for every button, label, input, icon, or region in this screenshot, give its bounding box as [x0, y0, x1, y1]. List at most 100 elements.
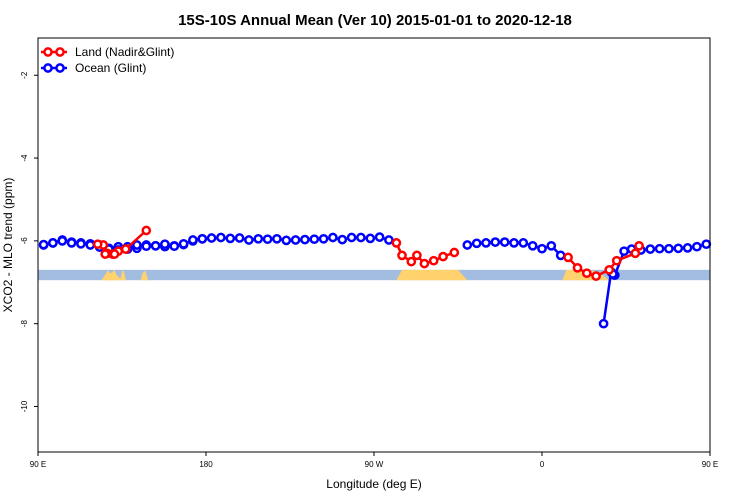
- data-point: [645, 244, 656, 254]
- data-point: [673, 243, 684, 254]
- data-point: [701, 239, 712, 250]
- data-point: [76, 238, 86, 249]
- data-point: [391, 238, 402, 248]
- data-point: [572, 262, 583, 273]
- data-point: [262, 234, 273, 245]
- data-point: [66, 238, 77, 248]
- data-point: [490, 237, 501, 247]
- data-point: [630, 248, 641, 259]
- data-point: [328, 232, 338, 243]
- data-point: [428, 255, 439, 266]
- data-point: [197, 233, 208, 244]
- data-point: [216, 232, 226, 243]
- data-point: [462, 240, 473, 250]
- land-mask-region: [140, 270, 149, 281]
- data-point: [611, 255, 622, 266]
- land-mask-region: [120, 270, 126, 281]
- data-point: [509, 238, 519, 248]
- data-point: [290, 235, 301, 245]
- data-point: [234, 233, 245, 243]
- data-point: [591, 271, 601, 281]
- data-point: [527, 240, 538, 251]
- chart-title: 15S-10S Annual Mean (Ver 10) 2015-01-01 …: [178, 12, 572, 29]
- data-point: [318, 233, 329, 244]
- data-point: [169, 241, 180, 252]
- legend: Land (Nadir&Glint) Ocean (Glint): [41, 45, 174, 75]
- y-tick-label: -8: [20, 320, 29, 328]
- series-land: [92, 225, 644, 281]
- data-point: [481, 238, 491, 248]
- data-point: [141, 225, 152, 236]
- land-mask-region: [101, 269, 115, 281]
- data-point: [109, 249, 120, 259]
- data-point: [555, 250, 566, 261]
- legend-marker: [55, 47, 65, 57]
- data-point: [253, 233, 264, 244]
- series-line: [42, 235, 707, 324]
- data-point: [374, 232, 385, 242]
- data-point: [664, 243, 674, 254]
- data-point: [150, 240, 161, 251]
- data-point: [120, 244, 131, 254]
- legend-marker: [43, 63, 53, 73]
- data-point: [141, 241, 152, 252]
- data-point: [346, 232, 357, 243]
- data-point: [272, 233, 282, 244]
- data-point: [206, 233, 217, 243]
- data-point: [471, 238, 482, 249]
- data-point: [397, 250, 407, 261]
- data-point: [412, 250, 422, 261]
- data-point: [85, 240, 96, 250]
- legend-item: Land (Nadir&Glint): [41, 45, 174, 59]
- y-axis-label: XCO2 - MLO trend (ppm): [1, 178, 15, 313]
- y-tick-label: -4: [20, 154, 29, 162]
- plot-area: [38, 225, 712, 329]
- data-point: [178, 238, 189, 249]
- legend-marker: [43, 47, 53, 57]
- legend-label: Ocean (Glint): [75, 61, 146, 75]
- y-axis: -2 -4 -6 -8 -10: [20, 71, 38, 412]
- data-point: [160, 239, 170, 250]
- x-tick-label: 90 E: [702, 460, 718, 469]
- data-point: [563, 252, 573, 263]
- legend-item: Ocean (Glint): [41, 61, 146, 75]
- data-point: [581, 268, 592, 279]
- data-point: [337, 234, 348, 245]
- land-mask-region: [396, 269, 468, 281]
- x-tick-label: 90 W: [365, 460, 384, 469]
- data-point: [244, 235, 254, 245]
- data-point: [619, 246, 629, 257]
- data-point: [384, 235, 394, 245]
- x-tick-label: 0: [540, 460, 545, 469]
- data-point: [48, 238, 58, 248]
- data-point: [132, 240, 142, 250]
- data-point: [365, 233, 376, 244]
- y-tick-label: -10: [20, 400, 29, 412]
- data-point: [38, 239, 49, 250]
- data-point: [92, 239, 103, 250]
- data-point: [406, 256, 417, 267]
- data-point: [654, 243, 665, 254]
- data-point: [598, 318, 609, 329]
- data-point: [449, 247, 460, 258]
- x-tick-label: 90 E: [30, 460, 46, 469]
- data-point: [57, 236, 68, 246]
- data-point: [225, 233, 236, 244]
- data-point: [634, 240, 644, 251]
- data-point: [100, 249, 111, 259]
- data-point: [682, 243, 693, 253]
- data-point: [281, 235, 292, 246]
- data-point: [499, 237, 510, 247]
- data-point: [438, 251, 448, 262]
- data-point: [309, 234, 320, 245]
- data-point: [188, 235, 198, 245]
- data-point: [300, 234, 310, 245]
- x-axis: 90 E 180 90 W 0 90 E: [30, 452, 718, 469]
- legend-marker: [55, 63, 65, 73]
- legend-label: Land (Nadir&Glint): [75, 45, 174, 59]
- x-axis-label: Longitude (deg E): [326, 477, 421, 491]
- data-point: [604, 264, 615, 275]
- data-point: [356, 232, 366, 243]
- data-point: [546, 240, 557, 251]
- data-point: [518, 238, 529, 248]
